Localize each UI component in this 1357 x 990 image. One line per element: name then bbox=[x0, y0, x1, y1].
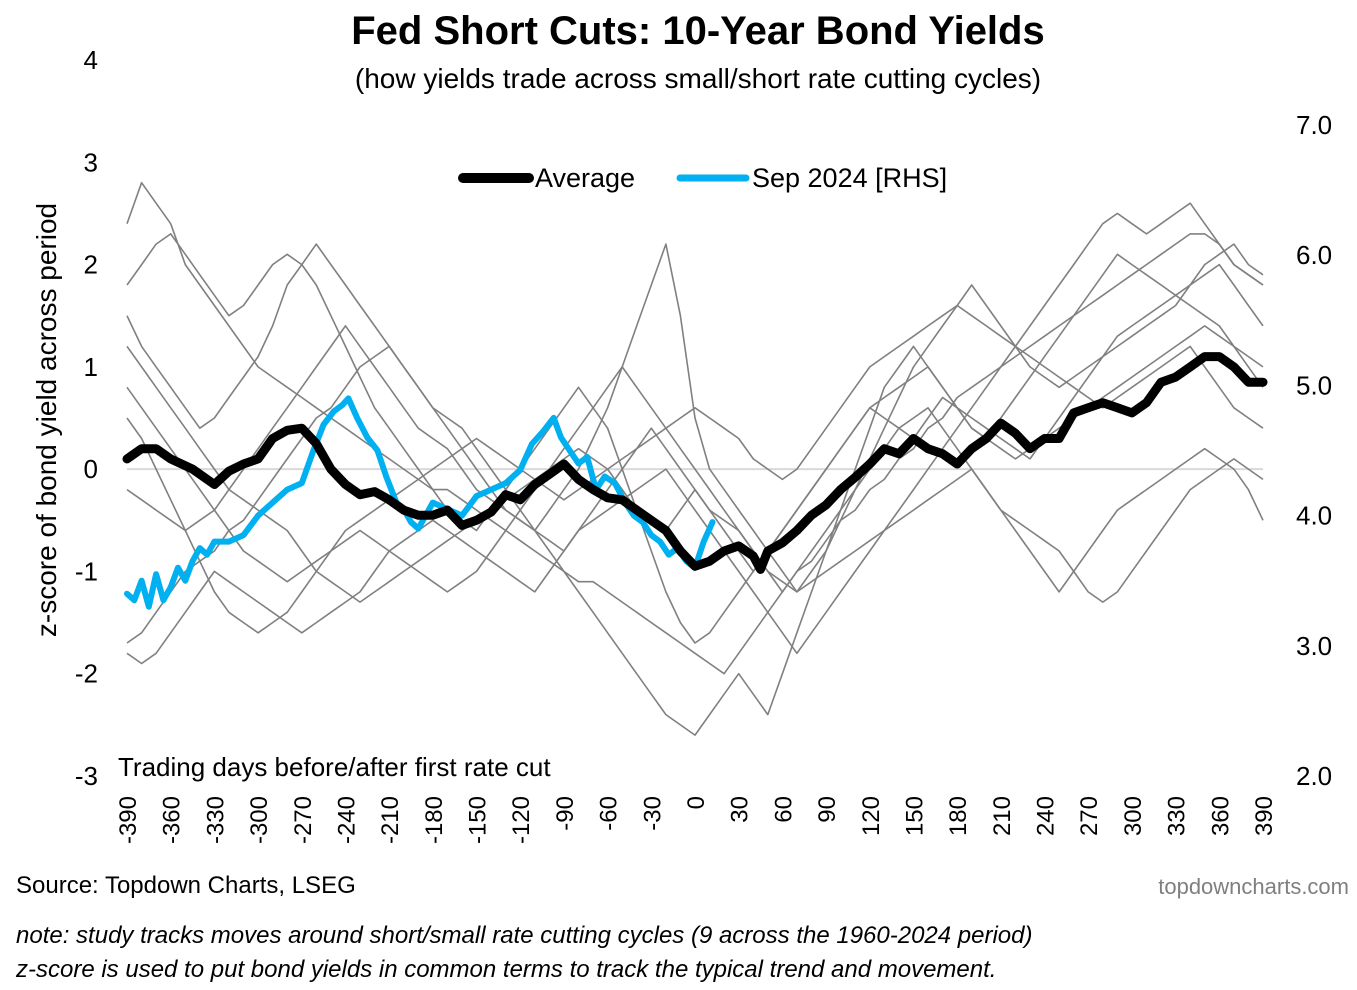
legend-label-sep-2024: Sep 2024 [RHS] bbox=[752, 163, 947, 193]
x-tick-label: 150 bbox=[901, 796, 928, 836]
y-tick-label: 2 bbox=[84, 250, 98, 280]
x-tick-label: 300 bbox=[1120, 796, 1147, 836]
series-line-cycle bbox=[126, 253, 1264, 736]
series-layer bbox=[122, 181, 1268, 736]
x-tick-label: 390 bbox=[1251, 796, 1278, 836]
x-tick-label: 180 bbox=[945, 796, 972, 836]
series-line-cycle bbox=[126, 243, 1264, 593]
brand-link[interactable]: topdowncharts.com bbox=[1158, 874, 1349, 899]
x-tick-label: -30 bbox=[639, 796, 666, 831]
note-line-2: z-score is used to put bond yields in co… bbox=[16, 956, 997, 983]
x-tick-label: 0 bbox=[683, 796, 710, 809]
series-line-cycle bbox=[126, 202, 1264, 665]
series-line-average bbox=[122, 352, 1268, 574]
series-line-cycle bbox=[126, 243, 1264, 593]
x-tick-label: -330 bbox=[202, 796, 229, 844]
x-tick-label: 60 bbox=[770, 796, 797, 823]
x-tick-label: 240 bbox=[1033, 796, 1060, 836]
x-tick-label: 30 bbox=[727, 796, 754, 823]
series-line-cycle bbox=[126, 366, 1264, 603]
y-tick-label: -3 bbox=[75, 761, 98, 791]
left-axis-ticks: 4 3 2 1 0 -1 -2 -3 bbox=[75, 45, 98, 791]
right-axis-ticks: 7.0 6.0 5.0 4.0 3.0 2.0 bbox=[1296, 110, 1332, 791]
chart-title: Fed Short Cuts: 10-Year Bond Yields bbox=[351, 9, 1044, 53]
y2-tick-label: 6.0 bbox=[1296, 240, 1332, 270]
x-tick-label: -240 bbox=[333, 796, 360, 844]
x-tick-label: -360 bbox=[159, 796, 186, 844]
y-tick-label: 1 bbox=[84, 352, 98, 382]
legend: Average Sep 2024 [RHS] bbox=[458, 163, 947, 193]
y2-tick-label: 7.0 bbox=[1296, 110, 1332, 140]
y-tick-label: -2 bbox=[75, 659, 98, 689]
y-axis-label: z-score of bond yield across period bbox=[31, 203, 62, 637]
x-tick-label: 90 bbox=[814, 796, 841, 823]
x-tick-label: -390 bbox=[115, 796, 142, 844]
y2-tick-label: 2.0 bbox=[1296, 761, 1332, 791]
chart-area: Fed Short Cuts: 10-Year Bond Yields (how… bbox=[31, 9, 1332, 844]
x-tick-label: 360 bbox=[1207, 796, 1234, 836]
x-axis-ticks: -390 -360 -330 -300 -270 -240 -210 -180 -150 -120… bbox=[115, 796, 1278, 844]
series-line-cycle bbox=[126, 233, 1264, 644]
source-text: Source: Topdown Charts, LSEG bbox=[16, 872, 356, 899]
series-line-cycle bbox=[126, 304, 1264, 634]
y2-tick-label: 4.0 bbox=[1296, 501, 1332, 531]
x-tick-label: -90 bbox=[552, 796, 579, 831]
x-tick-label: 330 bbox=[1164, 796, 1191, 836]
y-tick-label: 4 bbox=[84, 45, 98, 75]
x-tick-label: -210 bbox=[377, 796, 404, 844]
x-axis-label: Trading days before/after first rate cut bbox=[118, 752, 551, 782]
legend-label-average: Average bbox=[535, 163, 635, 193]
x-tick-label: -120 bbox=[508, 796, 535, 844]
x-tick-label: -60 bbox=[596, 796, 623, 831]
x-tick-label: 120 bbox=[858, 796, 885, 836]
x-tick-label: 210 bbox=[989, 796, 1016, 836]
x-tick-label: 270 bbox=[1076, 796, 1103, 836]
y-tick-label: 3 bbox=[84, 147, 98, 177]
x-tick-label: -180 bbox=[421, 796, 448, 844]
note-line-1: note: study tracks moves around short/sm… bbox=[16, 922, 1033, 949]
y-tick-label: -1 bbox=[75, 556, 98, 586]
x-tick-label: -150 bbox=[465, 796, 492, 844]
x-tick-label: -270 bbox=[290, 796, 317, 844]
y2-tick-label: 5.0 bbox=[1296, 370, 1332, 400]
x-tick-label: -300 bbox=[246, 796, 273, 844]
y2-tick-label: 3.0 bbox=[1296, 631, 1332, 661]
y-tick-label: 0 bbox=[84, 454, 98, 484]
chart-subtitle: (how yields trade across small/short rat… bbox=[355, 63, 1041, 94]
